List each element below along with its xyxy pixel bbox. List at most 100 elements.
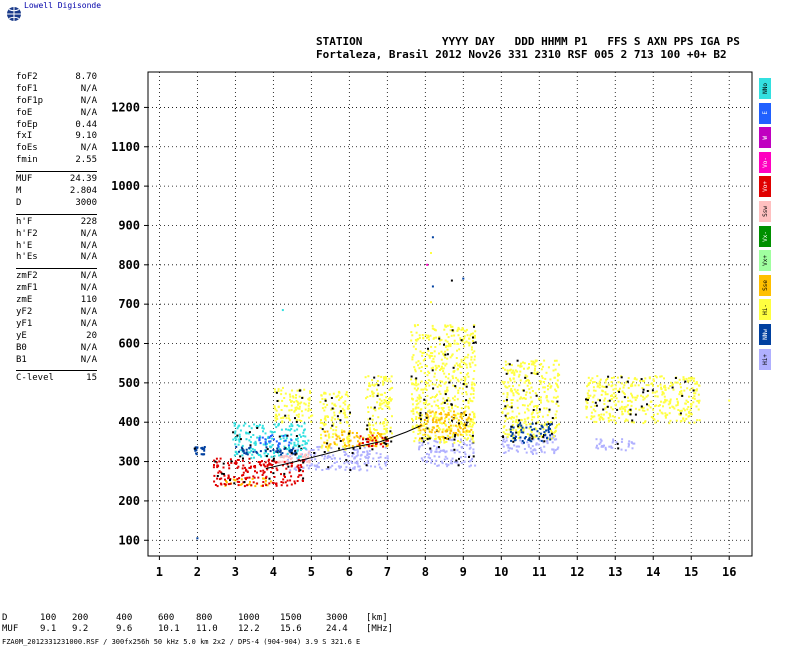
echo-point bbox=[555, 390, 558, 393]
echo-point bbox=[535, 443, 538, 446]
echo-point bbox=[277, 444, 280, 447]
x-tick-label: 11 bbox=[532, 565, 546, 579]
echo-point bbox=[604, 407, 607, 410]
echo-point bbox=[473, 414, 476, 417]
echo-point bbox=[438, 383, 441, 386]
echo-point bbox=[308, 450, 311, 453]
echo-point bbox=[372, 392, 375, 395]
echo-point bbox=[264, 432, 267, 435]
echo-point bbox=[646, 408, 649, 411]
echo-point bbox=[248, 431, 251, 434]
echo-point bbox=[458, 387, 461, 390]
echo-point bbox=[434, 364, 437, 367]
echo-point bbox=[471, 381, 474, 384]
echo-point bbox=[431, 352, 434, 355]
echo-point bbox=[501, 380, 504, 383]
echo-point bbox=[515, 390, 518, 393]
echo-point bbox=[355, 455, 358, 458]
echo-point bbox=[241, 454, 244, 457]
echo-point bbox=[374, 383, 377, 386]
echo-point bbox=[248, 451, 251, 454]
echo-point bbox=[457, 364, 459, 367]
echo-point bbox=[471, 418, 474, 421]
echo-point bbox=[462, 361, 465, 364]
echo-point bbox=[348, 404, 351, 407]
echo-point bbox=[367, 406, 369, 409]
echo-point bbox=[422, 439, 425, 442]
echo-point bbox=[540, 435, 543, 437]
echo-point bbox=[600, 393, 603, 396]
echo-point bbox=[272, 457, 275, 460]
echo-point bbox=[216, 464, 219, 467]
echo-point bbox=[512, 428, 515, 431]
echo-point bbox=[281, 420, 284, 423]
echo-point bbox=[459, 441, 462, 444]
echo-point bbox=[529, 433, 532, 436]
echo-point bbox=[301, 444, 304, 447]
echo-point bbox=[386, 430, 389, 432]
echo-point bbox=[349, 411, 351, 414]
d-value: 400 bbox=[116, 613, 133, 623]
echo-point bbox=[370, 436, 372, 439]
echo-point bbox=[612, 388, 615, 391]
echo-point bbox=[429, 380, 432, 383]
echo-point bbox=[502, 382, 505, 385]
echo-point bbox=[604, 446, 607, 449]
echo-point bbox=[550, 423, 553, 426]
echo-point bbox=[611, 441, 614, 444]
echo-point bbox=[267, 435, 270, 438]
echo-point bbox=[287, 456, 290, 459]
echo-point bbox=[295, 438, 298, 441]
echo-point bbox=[333, 457, 336, 460]
echo-point bbox=[457, 412, 460, 415]
echo-point bbox=[373, 428, 375, 431]
echo-point bbox=[450, 334, 453, 337]
echo-point bbox=[390, 440, 393, 443]
echo-point bbox=[298, 470, 301, 473]
echo-point bbox=[444, 350, 447, 353]
param-key: B0 bbox=[16, 342, 27, 353]
param-key: zmE bbox=[16, 295, 33, 306]
y-tick-label: 200 bbox=[118, 494, 140, 508]
echo-point bbox=[447, 437, 450, 440]
echo-point bbox=[440, 460, 443, 463]
echo-point bbox=[377, 384, 380, 387]
echo-point bbox=[461, 392, 464, 395]
echo-point bbox=[252, 450, 255, 453]
echo-point bbox=[292, 452, 295, 455]
echo-point bbox=[512, 420, 515, 423]
echo-point bbox=[683, 378, 686, 381]
echo-point bbox=[273, 423, 276, 426]
echo-point bbox=[290, 409, 293, 412]
echo-point bbox=[435, 336, 438, 339]
echo-point bbox=[474, 341, 477, 344]
echo-point bbox=[359, 454, 362, 457]
echo-point bbox=[682, 417, 685, 420]
echo-point bbox=[415, 418, 418, 420]
echo-point bbox=[606, 378, 609, 380]
param-row: fxI 9.10 bbox=[16, 131, 97, 143]
echo-point bbox=[638, 408, 641, 411]
echo-point bbox=[556, 384, 559, 387]
echo-point bbox=[451, 435, 454, 438]
echo-point bbox=[526, 433, 529, 436]
echo-point bbox=[366, 452, 369, 455]
echo-point bbox=[503, 452, 506, 454]
echo-point bbox=[422, 428, 425, 431]
echo-point bbox=[259, 442, 262, 445]
echo-point bbox=[558, 373, 561, 376]
echo-point bbox=[438, 447, 441, 450]
echo-point bbox=[385, 423, 388, 426]
echo-point bbox=[470, 387, 473, 390]
echo-point bbox=[300, 410, 303, 413]
echo-point bbox=[280, 455, 283, 458]
echo-point bbox=[610, 419, 613, 422]
echo-point bbox=[323, 457, 326, 460]
echo-point bbox=[246, 476, 249, 479]
echo-point bbox=[427, 410, 429, 413]
echo-point bbox=[353, 449, 356, 451]
param-value: 2.804 bbox=[69, 186, 97, 197]
echo-point bbox=[383, 438, 386, 441]
echo-point bbox=[343, 454, 346, 456]
echo-point bbox=[454, 404, 457, 407]
